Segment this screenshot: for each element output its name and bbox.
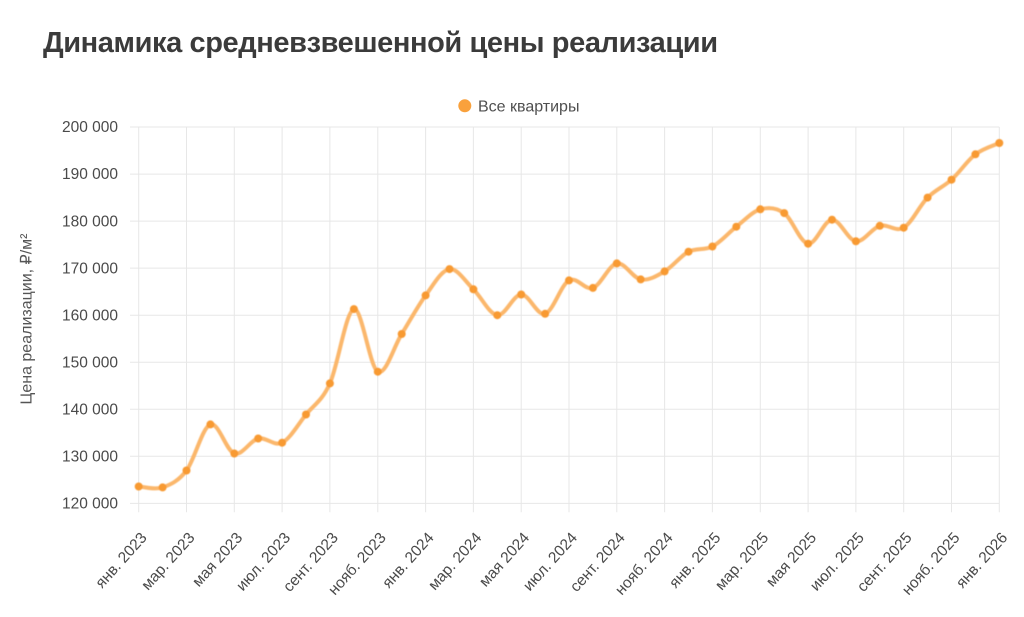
svg-text:янв. 2026: янв. 2026 (953, 530, 1011, 592)
svg-text:150 000: 150 000 (62, 354, 118, 371)
svg-text:Цена реализации, ₽/м²: Цена реализации, ₽/м² (19, 233, 36, 405)
svg-text:200 000: 200 000 (62, 119, 118, 136)
svg-text:180 000: 180 000 (62, 213, 118, 230)
svg-text:Все квартиры: Все квартиры (478, 99, 579, 116)
svg-text:Динамика средневзвешенной цены: Динамика средневзвешенной цены реализаци… (43, 27, 718, 59)
svg-text:120 000: 120 000 (62, 496, 118, 513)
svg-text:190 000: 190 000 (62, 166, 118, 183)
svg-text:130 000: 130 000 (62, 449, 118, 466)
svg-text:160 000: 160 000 (62, 307, 118, 324)
svg-text:140 000: 140 000 (62, 402, 118, 419)
svg-text:170 000: 170 000 (62, 260, 118, 277)
